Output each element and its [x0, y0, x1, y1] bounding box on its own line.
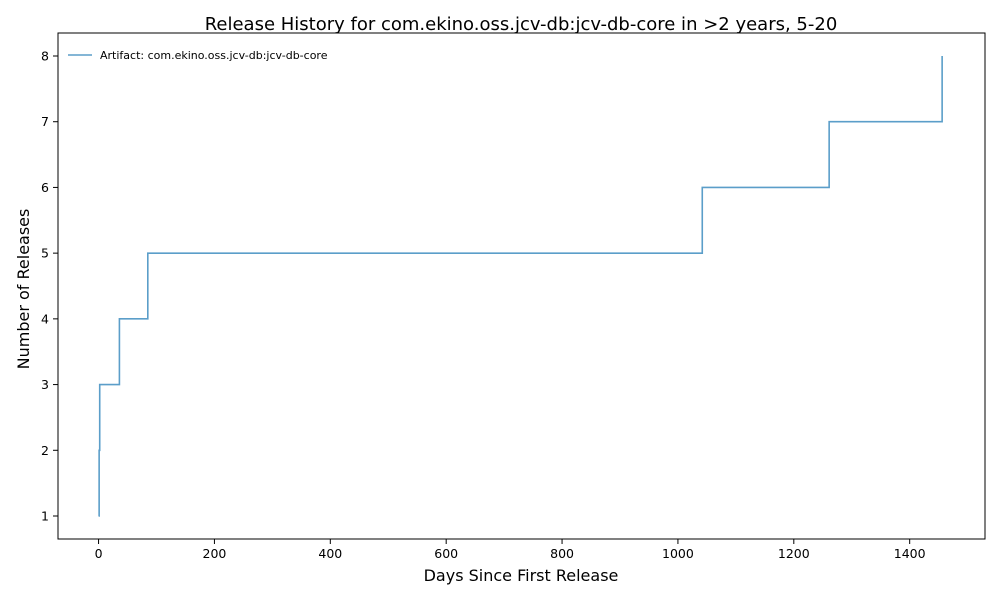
legend: Artifact: com.ekino.oss.jcv-db:jcv-db-co… [68, 49, 328, 62]
y-axis-ticks: 1 2 3 4 5 6 7 8 [41, 49, 58, 524]
x-tick-label: 1200 [778, 546, 810, 561]
y-tick-label: 3 [41, 377, 49, 392]
chart-title: Release History for com.ekino.oss.jcv-db… [205, 14, 838, 35]
x-axis-ticks: 0 200 400 600 800 1000 1200 1400 [95, 539, 926, 561]
x-tick-label: 600 [434, 546, 458, 561]
y-tick-label: 8 [41, 49, 49, 64]
x-tick-label: 400 [318, 546, 342, 561]
x-axis-label: Days Since First Release [424, 566, 619, 585]
x-tick-label: 200 [203, 546, 227, 561]
x-tick-label: 1000 [662, 546, 694, 561]
plot-frame [57, 32, 986, 540]
y-tick-label: 2 [41, 443, 49, 458]
x-tick-label: 800 [550, 546, 574, 561]
y-tick-label: 5 [41, 246, 49, 261]
series-line [98, 56, 943, 517]
y-tick-label: 4 [41, 311, 49, 326]
y-axis-label: Number of Releases [14, 209, 33, 370]
y-tick-label: 6 [41, 180, 49, 195]
x-tick-label: 0 [95, 546, 103, 561]
plot-series [98, 56, 943, 517]
legend-entry-label: Artifact: com.ekino.oss.jcv-db:jcv-db-co… [100, 49, 328, 62]
y-tick-label: 7 [41, 114, 49, 129]
x-tick-label: 1400 [894, 546, 926, 561]
y-tick-label: 1 [41, 509, 49, 524]
